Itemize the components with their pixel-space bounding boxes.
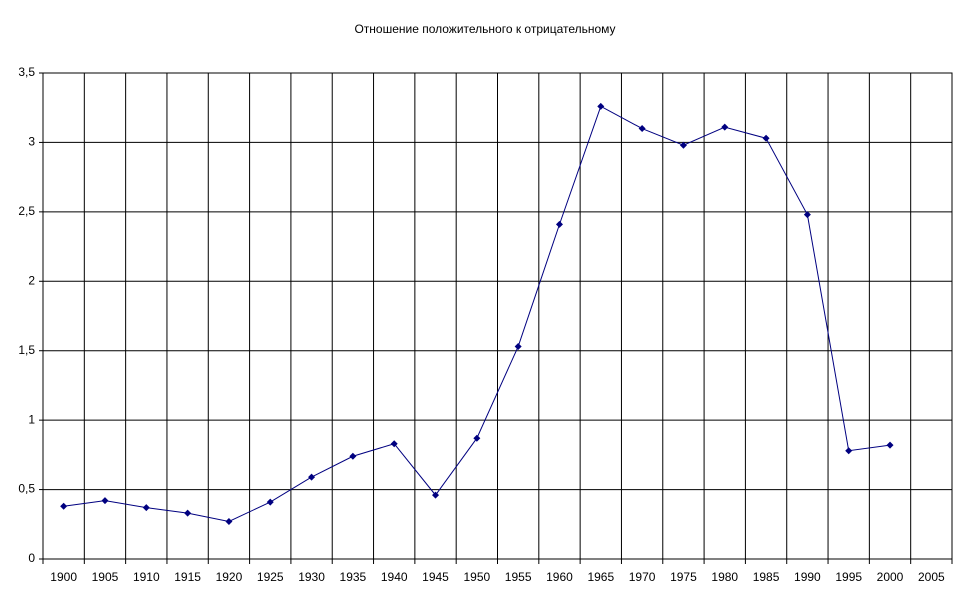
data-point [555, 220, 563, 228]
x-tick-label: 1980 [711, 570, 738, 584]
data-point [514, 343, 522, 351]
data-point [721, 123, 729, 131]
x-tick-label: 2000 [877, 570, 904, 584]
y-tick-label: 3 [28, 135, 35, 149]
x-tick-label: 1995 [835, 570, 862, 584]
x-tick-label: 1945 [422, 570, 449, 584]
data-point [473, 434, 481, 442]
x-tick-label: 1990 [794, 570, 821, 584]
x-tick-label: 1965 [587, 570, 614, 584]
y-tick-label: 1,5 [18, 343, 35, 357]
data-point [679, 141, 687, 149]
data-point [184, 509, 192, 517]
y-tick-label: 2,5 [18, 204, 35, 218]
x-tick-label: 1905 [92, 570, 119, 584]
data-point [803, 211, 811, 219]
chart-title: Отношение положительного к отрицательном… [354, 22, 615, 36]
data-point [762, 134, 770, 142]
y-tick-label: 0 [28, 551, 35, 565]
series-line [63, 105, 891, 523]
data-point [886, 441, 894, 449]
x-tick-label: 1985 [753, 570, 780, 584]
y-tick-label: 2 [28, 273, 35, 287]
x-tick-label: 1950 [463, 570, 490, 584]
data-point [597, 102, 605, 110]
y-tick-label: 0,5 [18, 482, 35, 496]
data-point [60, 502, 68, 510]
x-tick-label: 1960 [546, 570, 573, 584]
x-tick-label: 1935 [340, 570, 367, 584]
data-point [308, 473, 316, 481]
x-tick-label: 2005 [918, 570, 945, 584]
x-tick-label: 1940 [381, 570, 408, 584]
y-tick-label: 3,5 [18, 65, 35, 79]
x-tick-label: 1900 [50, 570, 77, 584]
data-point [432, 491, 440, 499]
x-tick-label: 1920 [216, 570, 243, 584]
x-tick-label: 1970 [629, 570, 656, 584]
data-point [225, 518, 233, 526]
data-point [142, 504, 150, 512]
x-tick-label: 1955 [505, 570, 532, 584]
x-tick-label: 1925 [257, 570, 284, 584]
data-point [638, 125, 646, 133]
data-point [101, 497, 109, 505]
x-tick-label: 1975 [670, 570, 697, 584]
x-tick-label: 1915 [174, 570, 201, 584]
x-tick-label: 1910 [133, 570, 160, 584]
data-point [266, 498, 274, 506]
data-point [349, 452, 357, 460]
y-tick-label: 1 [28, 412, 35, 426]
plot-border [42, 72, 953, 560]
data-point [390, 440, 398, 448]
x-tick-label: 1930 [298, 570, 325, 584]
data-point [845, 447, 853, 455]
